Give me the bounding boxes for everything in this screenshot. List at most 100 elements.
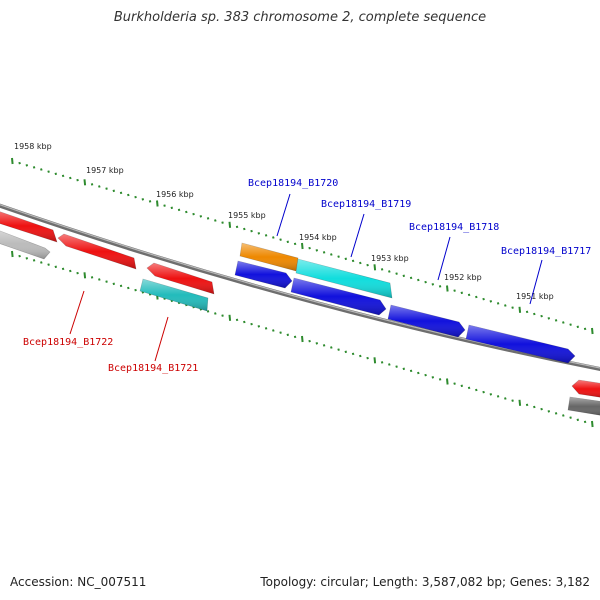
minor-tick [308,246,311,250]
minor-tick [359,354,362,358]
minor-tick [257,325,261,328]
minor-tick [576,418,580,422]
gene-label[interactable]: Bcep18194_B1719 [321,199,411,210]
minor-tick [286,240,290,244]
minor-tick [438,378,442,381]
minor-tick [18,254,21,258]
minor-tick [395,365,398,368]
minor-tick [90,276,94,279]
gene-arrow[interactable] [387,304,466,338]
minor-tick [69,176,72,180]
minor-tick [424,373,427,377]
major-tick [373,357,377,364]
minor-tick [569,323,572,326]
minor-tick [32,259,36,262]
gene-label[interactable]: Bcep18194_B1717 [501,246,591,257]
gene-label[interactable]: Bcep18194_B1720 [248,178,338,189]
minor-tick [424,280,427,284]
major-tick [591,327,594,335]
minor-tick [235,318,239,322]
minor-tick [453,382,456,385]
gene-arrow[interactable] [290,277,387,316]
minor-tick [417,278,420,282]
major-tick [11,157,14,165]
gene-arrow[interactable] [57,233,137,270]
minor-tick [489,300,493,303]
gene-arrow[interactable] [567,396,600,416]
minor-tick [330,253,333,256]
minor-tick [475,388,478,392]
minor-tick [134,288,137,292]
minor-tick [76,271,79,275]
gene-arrow[interactable] [234,260,293,289]
major-tick [518,306,522,313]
major-tick [228,221,232,228]
minor-tick [61,174,65,178]
minor-tick [417,371,420,375]
scale-label: 1957 kbp [86,166,124,175]
minor-tick [351,352,355,356]
scale-label: 1955 kbp [228,211,266,220]
minor-tick [330,346,333,349]
gene-arrow[interactable] [239,242,299,272]
minor-tick [322,344,326,347]
minor-tick [112,282,116,286]
minor-tick [525,403,529,407]
minor-tick [402,274,406,278]
minor-tick [98,185,101,188]
minor-tick [395,272,398,275]
minor-tick [540,407,543,411]
gene-arrow[interactable] [146,262,215,295]
minor-tick [431,376,435,379]
minor-tick [554,319,558,322]
major-tick [446,285,449,292]
scale-label: 1954 kbp [299,233,337,242]
minor-tick [467,386,471,390]
minor-tick [170,206,174,210]
minor-tick [127,286,130,290]
gene-arrow[interactable] [571,379,600,398]
minor-tick [380,268,384,271]
gene-label[interactable]: Bcep18194_B1721 [108,363,198,374]
gene-arrow[interactable] [0,210,58,243]
minor-tick [583,327,587,331]
minor-tick [496,302,500,305]
minor-tick [388,363,391,366]
major-tick [156,200,159,207]
minor-tick [554,412,558,415]
minor-tick [475,295,478,299]
minor-tick [272,329,275,332]
scale-label: 1953 kbp [371,254,409,263]
gene-arrow[interactable] [139,278,209,312]
minor-tick [489,393,493,396]
gene-arrow[interactable] [295,258,393,299]
scale-label: 1958 kbp [14,142,52,151]
major-tick [11,250,14,258]
minor-tick [148,200,152,203]
minor-tick [54,265,58,269]
minor-tick [105,187,108,190]
gene-label[interactable]: Bcep18194_B1722 [23,337,113,348]
minor-tick [351,259,355,263]
minor-tick [40,168,43,171]
minor-tick [286,333,290,337]
minor-tick [337,348,340,351]
minor-tick [243,227,246,231]
minor-tick [380,361,384,364]
minor-tick [431,283,435,286]
gene-arrow[interactable] [465,324,576,364]
minor-tick [540,314,543,318]
gene-label[interactable]: Bcep18194_B1718 [409,222,499,233]
minor-tick [264,327,268,330]
minor-tick [562,321,565,324]
sequence-backbone [0,203,600,372]
minor-tick [322,251,326,254]
minor-tick [511,306,514,309]
minor-tick [460,291,464,295]
minor-tick [359,261,362,265]
minor-tick [69,269,72,273]
scale-ticks-forward [11,157,594,335]
gene-arrow[interactable] [0,229,51,260]
minor-tick [453,289,456,292]
minor-tick [25,257,29,260]
